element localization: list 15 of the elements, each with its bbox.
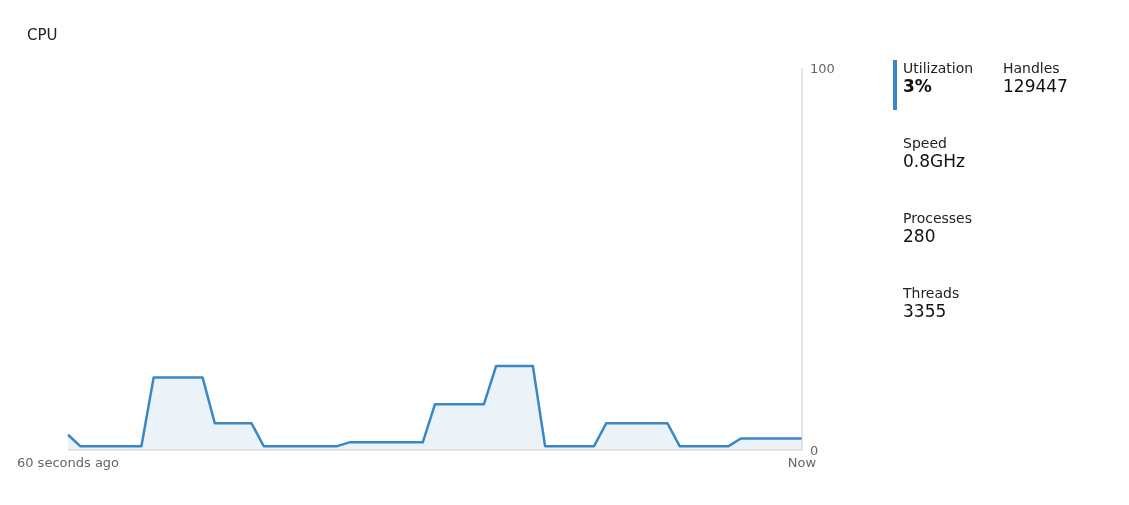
chart-title: CPU <box>27 26 58 44</box>
y-tick-label: 100 <box>810 60 835 76</box>
y-tick-label: 0 <box>810 442 819 458</box>
text: 3355 <box>903 301 948 321</box>
text: Speed <box>903 135 948 151</box>
text: Utilization <box>903 60 974 76</box>
text: Processes <box>903 210 973 226</box>
text: Threads <box>903 285 960 301</box>
text: Handles <box>1003 60 1061 76</box>
text: 129447 <box>1003 76 1068 96</box>
x-tick-label: Now <box>787 455 817 471</box>
text: 3% <box>903 76 933 96</box>
x-tick-label: 60 seconds ago <box>16 455 120 471</box>
text: 0.8GHz <box>903 151 965 171</box>
text: 280 <box>903 226 937 246</box>
